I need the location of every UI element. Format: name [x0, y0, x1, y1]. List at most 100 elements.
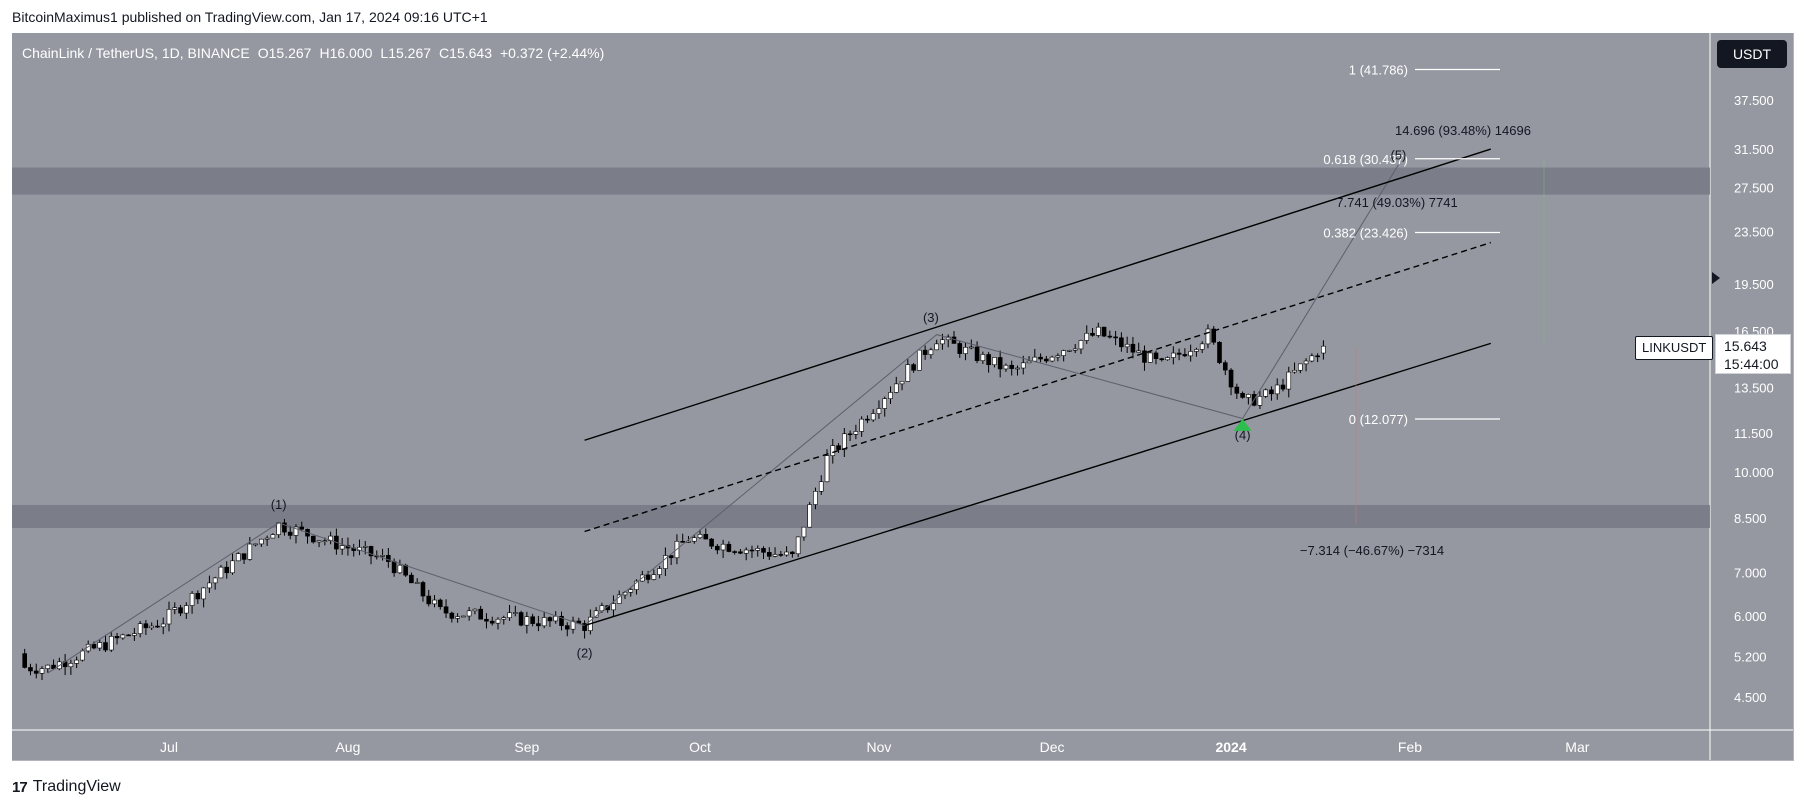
candle-body	[230, 560, 235, 574]
candle-body	[299, 526, 305, 530]
low-value: 15.267	[388, 45, 432, 61]
candle-body	[651, 574, 657, 580]
candle-body	[1309, 355, 1315, 362]
x-tick-2024: 2024	[1215, 739, 1246, 755]
candle-body	[865, 418, 870, 421]
candle-body	[697, 534, 703, 539]
candle-body	[1049, 356, 1055, 362]
candle-body	[126, 634, 131, 637]
candle-body	[911, 364, 916, 371]
candle-body	[108, 636, 114, 651]
candle-body	[1188, 351, 1193, 357]
candle-body	[553, 615, 559, 622]
candle-body	[917, 349, 922, 371]
candle-body	[149, 625, 154, 629]
x-tick-Nov: Nov	[867, 739, 892, 755]
candle-body	[1222, 362, 1228, 371]
resistance-zone-1	[12, 504, 1710, 529]
candle-body	[870, 413, 876, 421]
candle-body	[905, 364, 911, 382]
candle-body	[876, 408, 882, 414]
candle-body	[1240, 393, 1245, 398]
measurement-label: 7.741 (49.03%) 7741	[1336, 195, 1457, 210]
candle-body	[818, 481, 824, 492]
x-tick-Dec: Dec	[1040, 739, 1065, 755]
candle-body	[178, 607, 183, 614]
candle-body	[224, 566, 230, 574]
candle-body	[691, 537, 697, 542]
wave-label: (2)	[577, 646, 593, 661]
fib-level-label: 0 (12.077)	[1349, 412, 1408, 427]
candle-body	[680, 541, 686, 543]
candle-body	[1009, 364, 1015, 369]
candle-body	[1171, 352, 1176, 358]
high-label: H	[319, 45, 330, 61]
candle-body	[449, 612, 455, 619]
candle-body	[726, 543, 732, 552]
candle-body	[1315, 355, 1320, 358]
y-tick-27.500: 27.500	[1734, 180, 1774, 195]
fib-level-label: 0.382 (23.426)	[1323, 225, 1408, 240]
candle-body	[276, 522, 281, 535]
candle-body	[362, 546, 368, 548]
channel-lower-line	[584, 342, 1491, 627]
candle-body	[795, 536, 801, 555]
candle-body	[397, 564, 403, 574]
candle-body	[507, 612, 512, 619]
candle-body	[663, 555, 668, 569]
candle-body	[738, 551, 743, 554]
candle-body	[524, 616, 530, 626]
currency-button[interactable]: USDT	[1717, 40, 1787, 68]
candle-body	[1113, 336, 1118, 339]
y-tick-10.000: 10.000	[1734, 465, 1774, 480]
candle-body	[386, 555, 391, 562]
candle-body	[1090, 332, 1095, 336]
candle-body	[391, 561, 397, 574]
y-tick-6.000: 6.000	[1734, 609, 1767, 624]
candle-body	[1084, 332, 1090, 341]
candle-body	[784, 551, 789, 556]
candle-body	[513, 612, 518, 614]
candle-body	[940, 339, 945, 345]
candle-body	[287, 531, 293, 536]
candle-body	[495, 618, 501, 624]
candle-body	[172, 607, 178, 610]
candle-body	[1147, 352, 1153, 363]
tradingview-logo[interactable]: 17 TradingView	[12, 778, 121, 796]
candle-body	[80, 650, 85, 661]
candle-body	[201, 587, 206, 600]
candle-body	[501, 617, 507, 620]
time-axis-bg	[12, 730, 1793, 760]
candle-body	[1055, 355, 1061, 358]
channel-upper-line	[584, 148, 1492, 441]
y-tick-13.500: 13.500	[1734, 381, 1774, 396]
candle-body	[899, 380, 905, 385]
candle-body	[1078, 340, 1084, 350]
candle-body	[420, 582, 426, 597]
candle-body	[766, 552, 772, 557]
candle-body	[218, 566, 224, 579]
candle-body	[657, 568, 662, 575]
fib-level-label: 1 (41.786)	[1349, 63, 1408, 78]
candle-body	[969, 346, 974, 349]
candle-body	[316, 540, 322, 543]
candle-body	[986, 354, 991, 366]
candle-body	[120, 634, 126, 639]
candle-body	[409, 574, 414, 584]
candle-body	[114, 636, 120, 639]
candle-body	[1280, 384, 1286, 390]
candle-body	[368, 546, 374, 557]
candle-body	[703, 534, 709, 540]
candle-body	[547, 617, 553, 622]
candle-body	[559, 615, 564, 626]
candle-body	[322, 540, 328, 543]
up-arrow-icon	[1233, 418, 1252, 431]
candle-body	[33, 670, 39, 674]
candle-body	[1072, 348, 1078, 351]
candle-body	[720, 543, 726, 551]
candle-body	[1003, 364, 1009, 370]
candle-body	[166, 609, 172, 625]
candle-body	[772, 554, 778, 557]
candle-body	[414, 582, 420, 584]
